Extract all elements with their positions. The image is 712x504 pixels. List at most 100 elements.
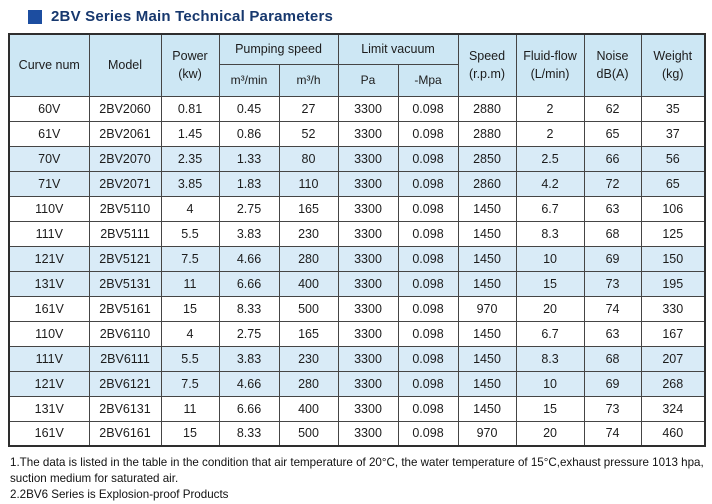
table-cell: 10 [515,370,585,397]
table-cell: 0.098 [397,320,459,347]
table-cell: 74 [583,420,642,447]
table-cell: 74 [583,295,642,322]
table-cell: 61V [8,120,90,147]
parameters-table: Curve num Model Power (kw) Pumping speed… [8,33,707,447]
table-cell: 0.098 [397,295,459,322]
table-cell: 161V [8,295,90,322]
table-cell: 2BV2070 [88,145,162,172]
table-cell: 1450 [457,270,517,297]
table-cell: 3300 [337,170,399,197]
col-header-mpa: -Mpa [397,63,459,97]
table-cell: 111V [8,345,90,372]
table-cell: 2860 [457,170,517,197]
table-cell: 6.66 [218,270,280,297]
table-cell: 2BV6111 [88,345,162,372]
table-cell: 66 [583,145,642,172]
table-cell: 0.098 [397,420,459,447]
col-header-power-label: Power [172,49,208,64]
col-header-power-unit: (kw) [178,67,202,82]
table-cell: 3300 [337,220,399,247]
col-header-noise-unit: dB(A) [596,67,629,82]
col-header-noise: Noise dB(A) [583,33,642,97]
table-cell: 20 [515,295,585,322]
table-row: 131V 2BV5131 11 6.66 400 3300 0.098 1450 15 73 195 [8,270,706,297]
table-cell: 10 [515,245,585,272]
table-row: 161V 2BV6161 15 8.33 500 3300 0.098 970 20 74 460 [8,420,706,447]
table-cell: 73 [583,395,642,422]
footnote-1: 1.The data is listed in the table in the… [10,456,704,486]
table-cell: 110 [278,170,339,197]
table-cell: 3300 [337,145,399,172]
table-cell: 3.83 [218,345,280,372]
table-cell: 8.3 [515,220,585,247]
table-row: 71V 2BV2071 3.85 1.83 110 3300 0.098 2860 4.2 72 6… [8,170,706,197]
table-cell: 0.098 [397,220,459,247]
table-cell: 20 [515,420,585,447]
table-cell: 2BV5111 [88,220,162,247]
table-cell: 3300 [337,295,399,322]
table-cell: 330 [640,295,706,322]
table-cell: 0.098 [397,395,459,422]
table-cell: 27 [278,95,339,122]
table-cell: 3300 [337,345,399,372]
table-cell: 280 [278,245,339,272]
table-cell: 69 [583,245,642,272]
table-cell: 2 [515,120,585,147]
table-cell: 121V [8,245,90,272]
table-cell: 1450 [457,220,517,247]
table-cell: 165 [278,195,339,222]
title-bullet-icon [28,9,42,24]
table-cell: 3300 [337,95,399,122]
table-cell: 2.35 [160,145,220,172]
table-cell: 125 [640,220,706,247]
table-cell: 15 [515,395,585,422]
table-cell: 2850 [457,145,517,172]
table-cell: 131V [8,395,90,422]
table-cell: 56 [640,145,706,172]
table-cell: 970 [457,295,517,322]
table-cell: 121V [8,370,90,397]
table-cell: 6.7 [515,320,585,347]
table-cell: 72 [583,170,642,197]
table-cell: 2BV6161 [88,420,162,447]
col-header-speed-unit: (r.p.m) [468,67,506,82]
col-header-fluid-flow-unit: (L/min) [530,67,570,82]
table-cell: 1450 [457,395,517,422]
table-cell: 110V [8,195,90,222]
table-cell: 73 [583,270,642,297]
table-cell: 68 [583,345,642,372]
table-cell: 4 [160,195,220,222]
table-cell: 0.098 [397,95,459,122]
table-cell: 2880 [457,95,517,122]
col-header-pumping-speed: Pumping speed [218,33,339,65]
table-cell: 2.75 [218,320,280,347]
table-cell: 3300 [337,195,399,222]
table-cell: 37 [640,120,706,147]
table-cell: 110V [8,320,90,347]
footnote-2: 2.2BV6 Series is Explosion-proof Product… [10,488,229,502]
col-header-limit-vacuum: Limit vacuum [337,33,459,65]
table-row: 60V 2BV2060 0.81 0.45 27 3300 0.098 2880 2 62 35 [8,95,706,122]
table-cell: 6.7 [515,195,585,222]
table-row: 121V 2BV6121 7.5 4.66 280 3300 0.098 1450 10 69 26… [8,370,706,397]
table-cell: 2BV2071 [88,170,162,197]
table-cell: 268 [640,370,706,397]
table-cell: 0.098 [397,245,459,272]
table-cell: 3.83 [218,220,280,247]
table-cell: 0.098 [397,195,459,222]
table-cell: 1450 [457,245,517,272]
table-cell: 2 [515,95,585,122]
table-cell: 161V [8,420,90,447]
table-cell: 106 [640,195,706,222]
col-header-fluid-flow-label: Fluid-flow [523,49,577,64]
table-cell: 2BV5121 [88,245,162,272]
table-cell: 230 [278,345,339,372]
col-header-m3-per-h: m³/h [278,63,339,97]
table-cell: 970 [457,420,517,447]
col-header-fluid-flow: Fluid-flow (L/min) [515,33,585,97]
table-cell: 7.5 [160,245,220,272]
table-cell: 150 [640,245,706,272]
table-cell: 230 [278,220,339,247]
table-cell: 5.5 [160,345,220,372]
